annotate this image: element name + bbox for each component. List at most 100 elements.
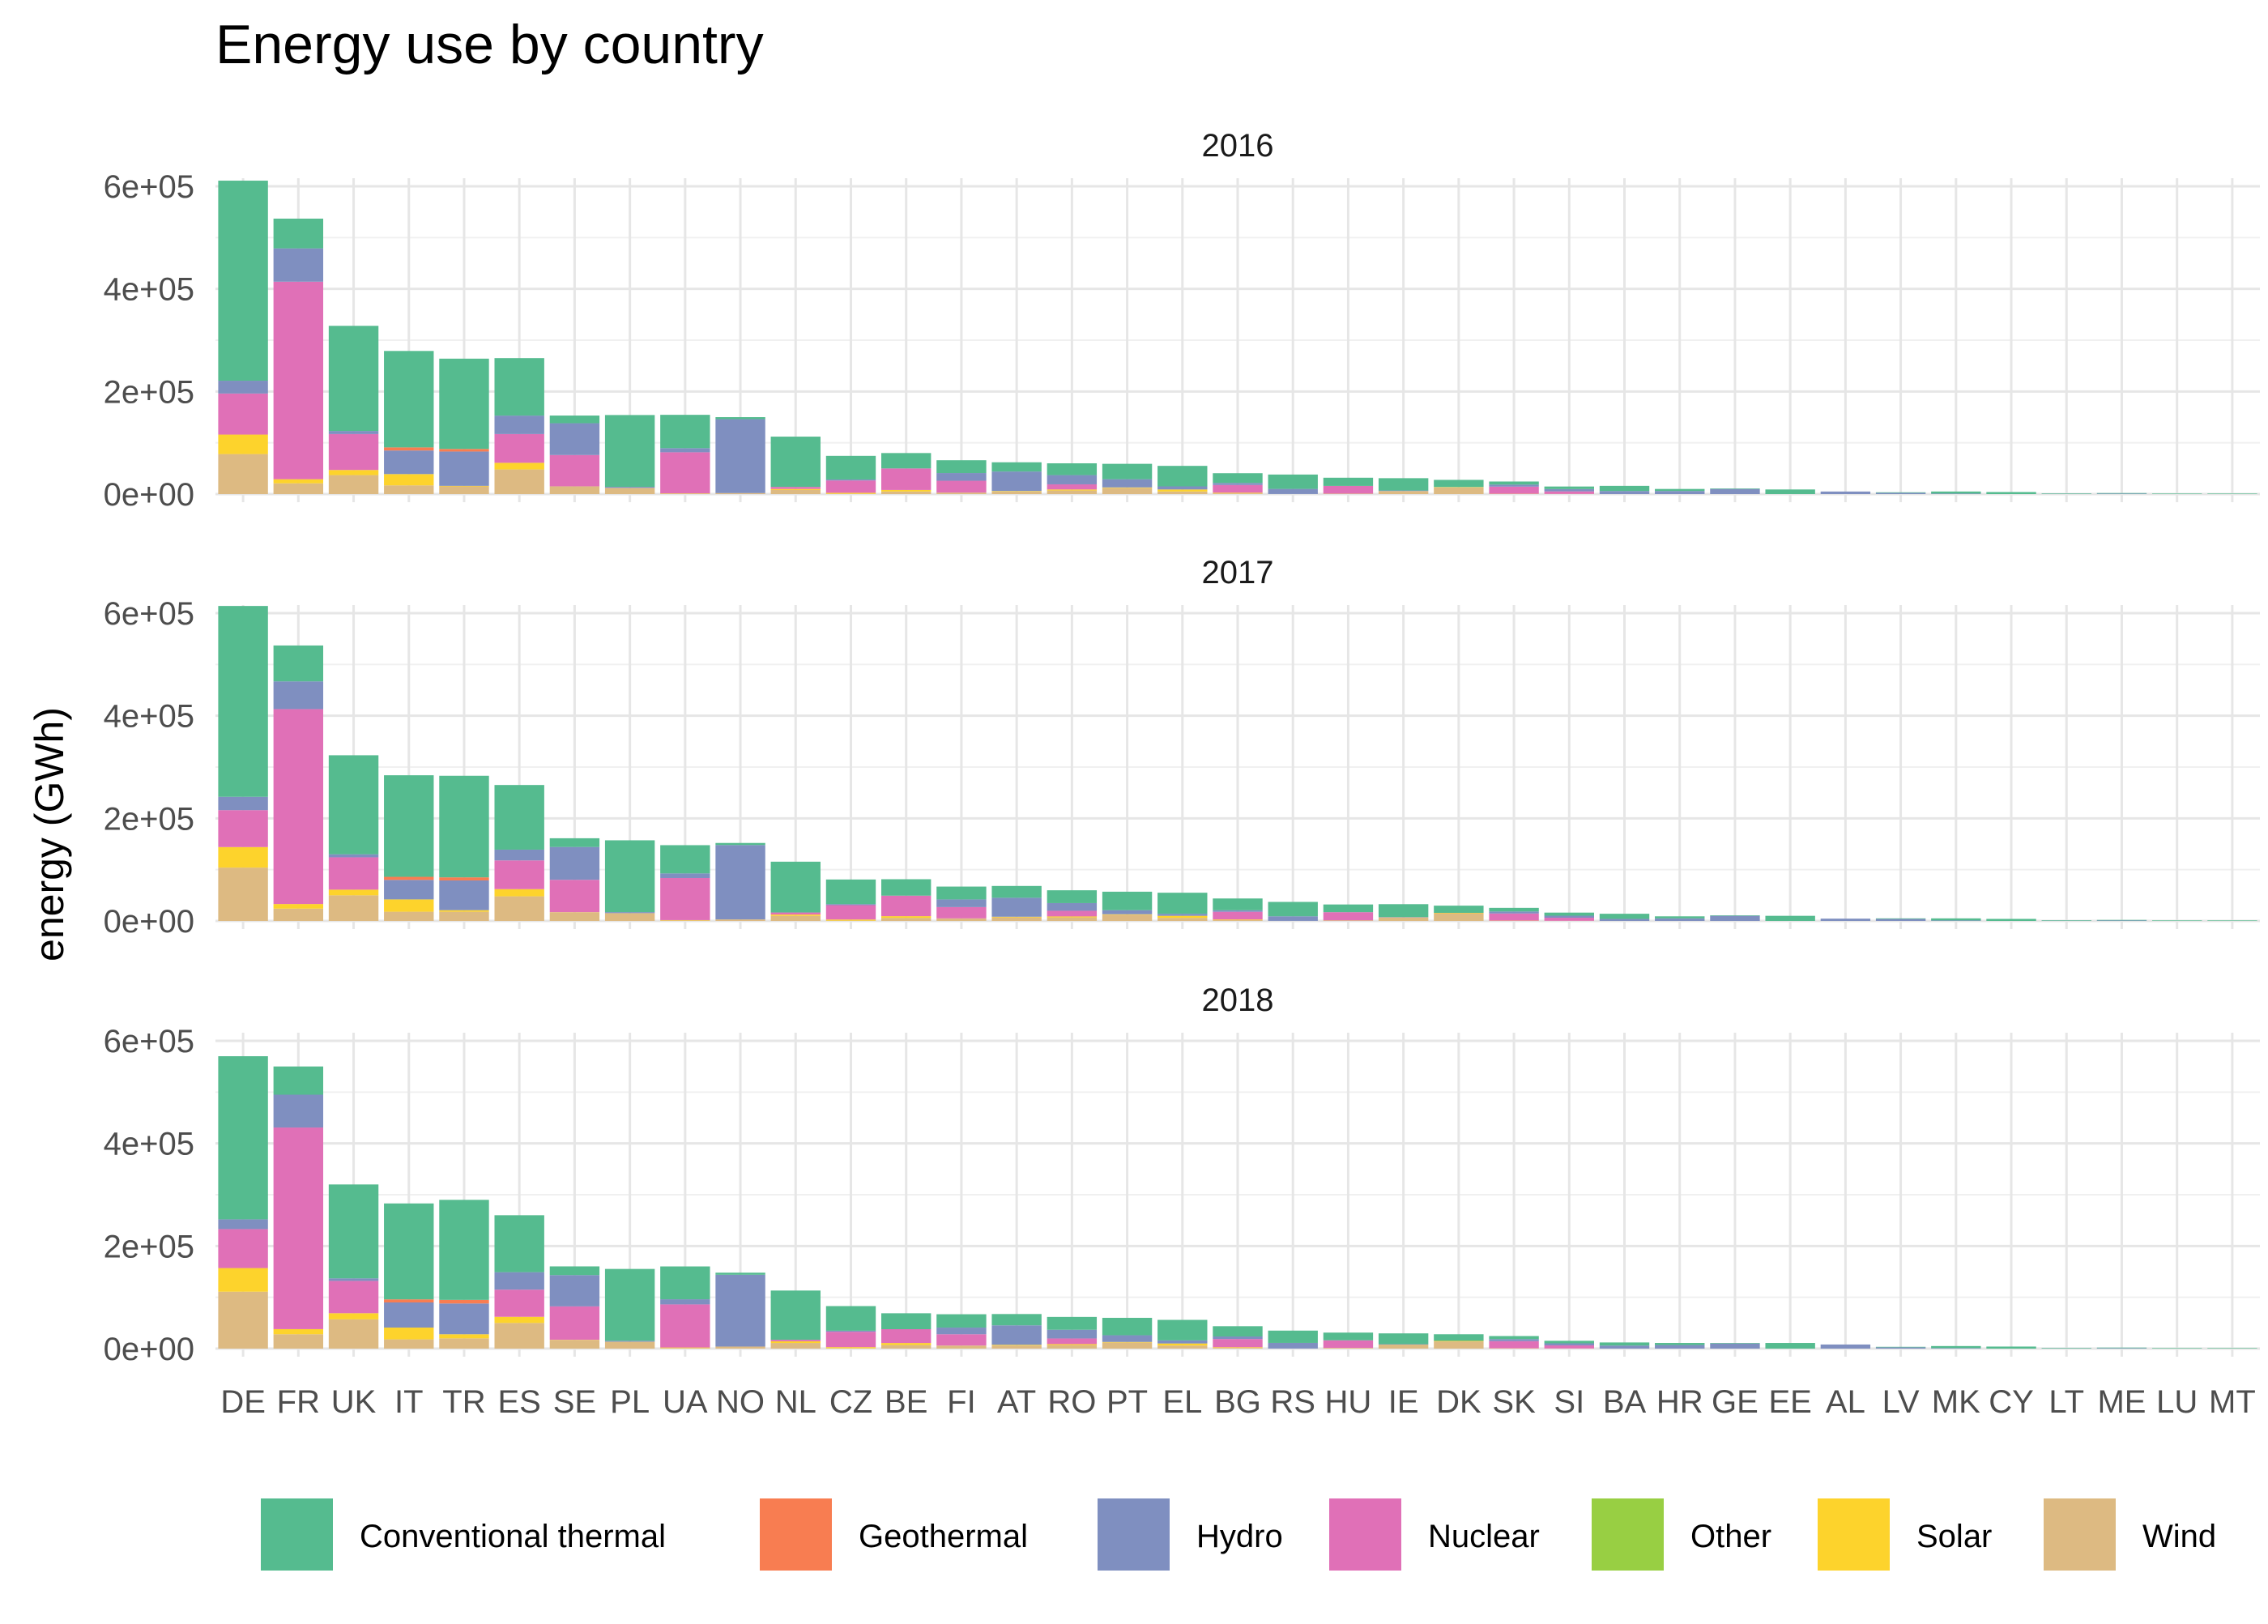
bar-segment-FI-conventional-thermal [936,887,986,900]
bar-segment-DE-nuclear [218,1229,267,1268]
bar-segment-NO-conventional-thermal [715,417,765,420]
facet-strip-label: 2017 [1202,555,1274,590]
bar-segment-ME-conventional-thermal [2097,920,2146,921]
bar-segment-IT-wind [384,912,433,921]
bar-segment-NO-wind [715,493,765,494]
bar-segment-NO-hydro [715,420,765,493]
bar-segment-DK-solar [1434,913,1483,914]
bar-segment-SK-conventional-thermal [1489,1336,1538,1339]
bar-segment-ME-conventional-thermal [2097,1348,2146,1349]
x-tick-label: LU [2156,1384,2198,1420]
bar-segment-NO-conventional-thermal [715,1272,765,1275]
bar-segment-FR-nuclear [274,1127,323,1329]
bar-segment-PT-solar [1102,1342,1152,1343]
bar-segment-CZ-solar [826,492,876,493]
bar-segment-BE-wind [881,918,931,921]
bar-segment-PL-wind [605,914,654,922]
bar-segment-RO-hydro [1047,1330,1097,1339]
bar-segment-UA-hydro [660,448,710,452]
bar-segment-HU-nuclear [1324,1341,1373,1349]
bar-segment-UA-conventional-thermal [660,845,710,873]
bar-segment-MT-conventional-thermal [2207,920,2257,921]
legend-item-solar: Solar [1818,1498,1992,1571]
bar-segment-PT-wind [1102,488,1152,494]
bar-segment-MK-hydro [1931,920,1980,921]
bar-segment-TR-conventional-thermal [439,776,488,877]
bar-segment-HR-hydro [1655,491,1704,494]
bar-segment-DK-conventional-thermal [1434,480,1483,487]
bar-segment-NL-wind [771,916,821,921]
bar-segment-BA-conventional-thermal [1600,914,1649,919]
bar-segment-CY-conventional-thermal [1986,919,2036,921]
bar-segment-FI-conventional-thermal [936,1315,986,1328]
bar-segment-LT-conventional-thermal [2042,920,2091,921]
x-tick-label: NO [716,1384,765,1420]
bar-segment-BE-solar [881,490,931,492]
bar-segment-LU-conventional-thermal [2152,1348,2202,1349]
bar-segment-TR-hydro [439,451,488,485]
bar-segment-BE-nuclear [881,1329,931,1343]
bar-segment-BG-solar [1213,492,1262,493]
bar-segment-BE-wind [881,492,931,494]
bar-segment-FI-nuclear [936,907,986,919]
bar-segment-EE-conventional-thermal [1765,916,1814,921]
bar-segment-RS-hydro [1268,1343,1318,1349]
bar-segment-HR-hydro [1655,919,1704,921]
bar-segment-BG-nuclear [1213,1339,1262,1347]
bar-segment-SK-nuclear [1489,914,1538,921]
bar-segment-CY-conventional-thermal [1986,1346,2036,1349]
x-tick-label: RS [1270,1384,1315,1420]
bar-segment-RO-conventional-thermal [1047,463,1097,475]
bar-segment-IE-wind [1379,1345,1428,1349]
bar-segment-EL-solar [1157,916,1207,919]
bar-segment-LU-conventional-thermal [2152,493,2202,494]
x-tick-label: IE [1388,1384,1419,1420]
bar-segment-BG-wind [1213,920,1262,921]
bar-segment-BE-conventional-thermal [881,1313,931,1329]
bar-segment-BG-conventional-thermal [1213,898,1262,910]
legend-label: Wind [2142,1519,2216,1554]
y-tick-label: 6e+05 [104,1024,194,1059]
bar-segment-UA-wind [660,1348,710,1349]
bar-segment-RO-nuclear [1047,910,1097,916]
bar-segment-EL-wind [1157,918,1207,921]
bar-segment-BG-nuclear [1213,485,1262,493]
legend-swatch [1329,1498,1401,1571]
bar-segment-LV-hydro [1876,1347,1925,1349]
x-tick-label: AT [997,1384,1036,1420]
chart-title: Energy use by country [215,14,764,75]
y-tick-label: 0e+00 [104,477,194,513]
bar-segment-SE-nuclear [550,880,599,912]
bar-segment-IT-geothermal [384,1299,433,1302]
bar-segment-IE-wind [1379,918,1428,921]
bar-segment-UA-wind [660,493,710,494]
bar-segment-LV-hydro [1876,919,1925,921]
bar-segment-RS-hydro [1268,489,1318,494]
bar-segment-UA-hydro [660,1299,710,1304]
x-tick-label: CY [1989,1384,2034,1420]
bar-segment-DE-conventional-thermal [218,181,267,381]
bar-segment-HR-hydro [1655,1345,1704,1349]
legend-label: Hydro [1196,1519,1283,1554]
bar-segment-IT-conventional-thermal [384,1204,433,1299]
bar-segment-SI-hydro [1545,916,1594,919]
bar-segment-DK-conventional-thermal [1434,906,1483,913]
bar-segment-TR-geothermal [439,1300,488,1303]
bar-segment-UA-nuclear [660,452,710,493]
bar-segment-HU-conventional-thermal [1324,905,1373,913]
facets: 0e+002e+054e+056e+0520160e+002e+054e+056… [104,128,2260,1367]
bar-segment-ES-nuclear [494,860,544,889]
bar-segment-PL-conventional-thermal [605,840,654,912]
y-tick-label: 2e+05 [104,801,194,837]
bar-segment-AT-hydro [991,1325,1041,1345]
bar-segment-IT-solar [384,899,433,911]
x-tick-label: MT [2209,1384,2256,1420]
bar-segment-EE-conventional-thermal [1765,489,1814,494]
bar-segment-UK-hydro [329,855,378,858]
bar-segment-SK-hydro [1489,911,1538,914]
bar-segment-SI-conventional-thermal [1545,913,1594,916]
bar-segment-MK-conventional-thermal [1931,1346,1980,1349]
bar-segment-FR-hydro [274,249,323,282]
bar-segment-BG-wind [1213,493,1262,494]
